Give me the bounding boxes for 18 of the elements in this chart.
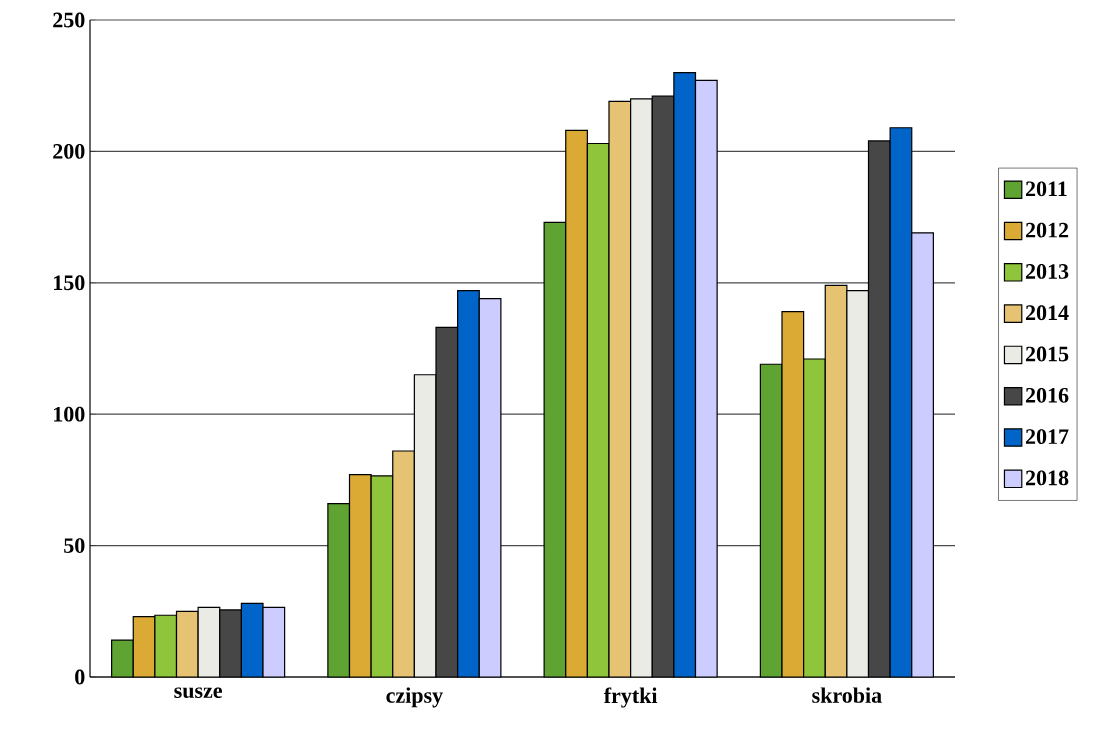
y-tick-label: 150 bbox=[54, 275, 85, 291]
x-tick-label: czipsy bbox=[386, 687, 443, 708]
legend-label: 2017 bbox=[1025, 429, 1069, 445]
legend-label: 2013 bbox=[1025, 264, 1069, 279]
x-tick-label: skrobia bbox=[812, 687, 882, 703]
y-tick-label: 100 bbox=[54, 406, 85, 422]
y-tick-label: 50 bbox=[64, 538, 85, 553]
y-tick-label: 0 bbox=[75, 669, 85, 685]
y-tick-label: 250 bbox=[53, 12, 85, 28]
legend-label: 2015 bbox=[1025, 346, 1069, 362]
legend-label: 2016 bbox=[1025, 387, 1069, 403]
legend-label: 2018 bbox=[1025, 470, 1069, 486]
legend-label: 2014 bbox=[1025, 305, 1069, 321]
legend-label: 2012 bbox=[1025, 222, 1069, 238]
x-tick-label: frytki bbox=[603, 687, 658, 708]
y-tick-label: 200 bbox=[53, 143, 85, 159]
x-tick-label: susze bbox=[174, 687, 222, 699]
legend-label: 2011 bbox=[1025, 181, 1067, 197]
